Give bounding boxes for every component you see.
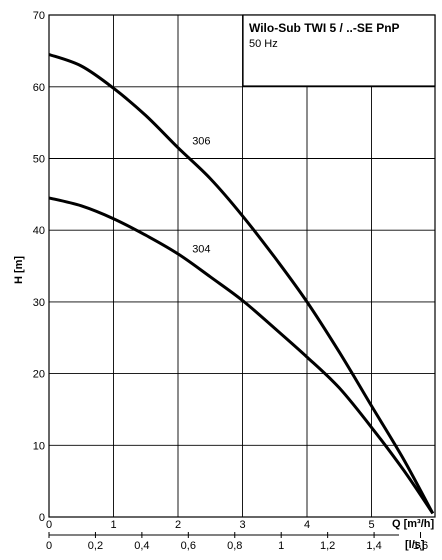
y-axis-ticks: 0 10 20 30 40 50 60 70 [33, 10, 45, 524]
y-tick-label: 40 [33, 225, 45, 237]
x-axis-ticks: 0 1 2 3 4 5 [46, 519, 375, 531]
x-tick-label: 1 [110, 519, 116, 531]
grid-lines [49, 15, 435, 517]
x2-tick-label: 0,2 [88, 540, 103, 552]
curve-306 [48, 53, 435, 515]
x-tick-label: 4 [304, 519, 310, 531]
x2-axis-ticks: 0 0,2 0,4 0,6 0,8 1 1,2 1,4 1,6 [46, 532, 428, 552]
x-tick-label: 3 [239, 519, 245, 531]
y-tick-label: 10 [33, 440, 45, 452]
chart-title: Wilo-Sub TWI 5 / ..-SE PnP [249, 21, 400, 35]
x2-tick-label: 1 [278, 540, 284, 552]
curve-labels: 306 304 [192, 136, 210, 256]
x-tick-label: 2 [175, 519, 181, 531]
curve-304 [48, 196, 435, 515]
x2-tick-label: 0,6 [181, 540, 196, 552]
x2-tick-label: 1,4 [366, 540, 381, 552]
legend-background [242, 14, 436, 87]
curve-label-306: 306 [192, 136, 210, 148]
x-axis-title: Q [m³/h] [392, 518, 434, 530]
x2-tick-label: 1,2 [320, 540, 335, 552]
plot-frame [48, 14, 436, 518]
x-tick-label: 0 [46, 519, 52, 531]
y-tick-label: 20 [33, 369, 45, 381]
curve-label-304: 304 [192, 243, 210, 255]
legend-box: Wilo-Sub TWI 5 / ..-SE PnP 50 Hz [242, 14, 436, 87]
y-tick-label: 60 [33, 82, 45, 94]
y-tick-label: 0 [39, 512, 45, 524]
x-tick-label: 5 [368, 519, 374, 531]
chart-subtitle: 50 Hz [249, 38, 278, 50]
x2-tick-label: 0 [46, 540, 52, 552]
y-tick-label: 30 [33, 297, 45, 309]
x2-axis-title: [l/s] [405, 539, 425, 551]
x2-tick-label: 1,6 [413, 540, 428, 552]
y-tick-label: 70 [33, 10, 45, 22]
x2-tick-label: 0,8 [227, 540, 242, 552]
y-tick-label: 50 [33, 154, 45, 166]
curves [48, 53, 435, 515]
x2-tick-label: 0,4 [134, 540, 149, 552]
y-axis-title: H [m] [13, 256, 25, 284]
